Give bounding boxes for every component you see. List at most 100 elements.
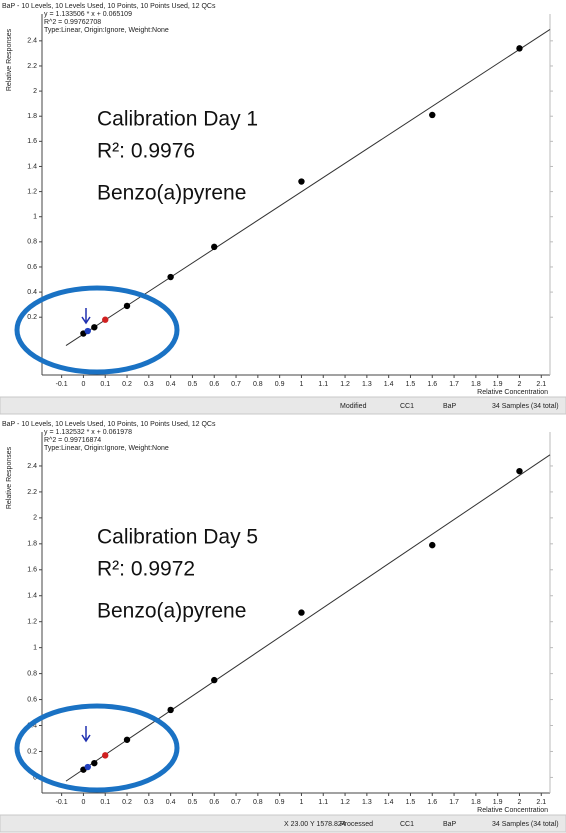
x-tick-label: 0 xyxy=(81,799,85,806)
x-tick-label: 1.3 xyxy=(362,381,372,388)
x-tick-label: 1.2 xyxy=(340,799,350,806)
x-tick-label: 0.2 xyxy=(122,381,132,388)
status-item: Processed xyxy=(340,821,373,828)
y-tick-label: 2.4 xyxy=(27,38,37,45)
data-point xyxy=(123,302,131,310)
y-tick-label: 0.8 xyxy=(27,670,37,677)
y-tick-label: 2.4 xyxy=(27,463,37,470)
annotation: Benzo(a)pyrene xyxy=(97,182,246,205)
y-tick-label: 1.8 xyxy=(27,541,37,548)
x-tick-label: 0.8 xyxy=(253,381,263,388)
fit-line xyxy=(65,29,551,346)
y-tick-label: 0.2 xyxy=(27,748,37,755)
status-item: 34 Samples (34 total) xyxy=(492,821,559,828)
x-tick-label: 1.5 xyxy=(406,381,416,388)
x-tick-label: 0.1 xyxy=(100,799,110,806)
status-item: Modified xyxy=(340,403,367,410)
x-tick-label: 2.1 xyxy=(536,381,546,388)
data-point xyxy=(91,759,98,767)
y-tick-label: 1 xyxy=(33,644,37,651)
data-point xyxy=(102,752,109,759)
x-tick-label: 1.7 xyxy=(449,381,459,388)
x-tick-label: 1.2 xyxy=(340,381,350,388)
y-tick-label: 2 xyxy=(33,88,37,95)
status-bar xyxy=(0,396,566,415)
y-tick-label: 0.6 xyxy=(27,264,37,271)
x-tick-label: 2.1 xyxy=(536,799,546,806)
chart-header: BaP - 10 Levels, 10 Levels Used, 10 Poin… xyxy=(2,421,216,428)
x-tick-label: 0.4 xyxy=(166,381,176,388)
equation-line: R^2 = 0.99762708 xyxy=(44,19,101,26)
data-point xyxy=(516,467,523,475)
x-axis-label: Relative Concentration xyxy=(477,807,548,814)
data-point xyxy=(429,541,436,549)
x-tick-label: 1.6 xyxy=(427,799,437,806)
status-bar xyxy=(0,814,566,833)
y-tick-label: 2.2 xyxy=(27,489,37,496)
x-tick-label: 1.4 xyxy=(384,799,394,806)
y-axis-label: Relative Responses xyxy=(6,28,13,91)
highlight-ellipse xyxy=(14,285,180,375)
y-tick-label: 1.4 xyxy=(27,163,37,170)
x-tick-label: 1.7 xyxy=(449,799,459,806)
x-tick-label: 0.2 xyxy=(122,799,132,806)
data-point xyxy=(167,273,174,281)
x-tick-label: 1.9 xyxy=(493,381,503,388)
x-tick-label: 1.9 xyxy=(493,799,503,806)
y-tick-label: 2 xyxy=(33,515,37,522)
y-tick-label: 0 xyxy=(33,774,37,781)
chart-header: BaP - 10 Levels, 10 Levels Used, 10 Poin… xyxy=(2,3,216,10)
annotation: Benzo(a)pyrene xyxy=(97,600,246,623)
x-tick-label: 0.1 xyxy=(100,381,110,388)
y-tick-label: 1.6 xyxy=(27,138,37,145)
x-tick-label: 0.3 xyxy=(144,799,154,806)
arrow xyxy=(81,726,91,743)
x-tick-label: 0.6 xyxy=(209,799,219,806)
x-tick-label: 2 xyxy=(518,799,522,806)
x-tick-label: 1.1 xyxy=(318,381,328,388)
x-tick-label: 1.6 xyxy=(427,381,437,388)
x-tick-label: 0.8 xyxy=(253,799,263,806)
x-tick-label: 1.4 xyxy=(384,381,394,388)
data-point xyxy=(167,706,174,714)
x-tick-label: 0.7 xyxy=(231,381,241,388)
x-tick-label: 0.4 xyxy=(166,799,176,806)
status-item: X 23.00 Y 1578.824 xyxy=(284,821,346,828)
equation-line: R^2 = 0.99716874 xyxy=(44,437,101,444)
x-tick-label: 1.1 xyxy=(318,799,328,806)
data-point xyxy=(298,178,305,185)
data-point xyxy=(516,45,523,52)
data-point xyxy=(91,324,98,331)
x-tick-label: 0.9 xyxy=(275,381,285,388)
y-tick-label: 0.4 xyxy=(27,289,37,296)
status-item: 34 Samples (34 total) xyxy=(492,403,559,410)
data-point xyxy=(123,736,131,743)
x-tick-label: 0.7 xyxy=(231,799,241,806)
y-tick-label: 2.2 xyxy=(27,63,37,70)
status-item: CC1 xyxy=(400,403,414,410)
y-tick-label: 1.2 xyxy=(27,188,37,195)
equation-line: Type:Linear, Origin:Ignore, Weight:None xyxy=(44,27,169,34)
y-tick-label: 0.2 xyxy=(27,314,37,321)
x-tick-label: 1.5 xyxy=(406,799,416,806)
equation-line: y = 1.133506 * x + 0.065109 xyxy=(44,11,132,18)
y-tick-label: 0.6 xyxy=(27,696,37,703)
y-tick-label: 0.8 xyxy=(27,239,37,246)
x-axis-label: Relative Concentration xyxy=(477,389,548,396)
data-point xyxy=(298,609,305,616)
y-tick-label: 1.6 xyxy=(27,567,37,574)
x-tick-label: 0.6 xyxy=(209,381,219,388)
status-item: CC1 xyxy=(400,821,414,828)
x-tick-label: 1 xyxy=(299,799,303,806)
data-point xyxy=(429,111,436,119)
x-tick-label: 2 xyxy=(518,381,522,388)
x-tick-label: 0.9 xyxy=(275,799,285,806)
x-tick-label: 0 xyxy=(81,381,85,388)
status-item: BaP xyxy=(443,403,457,410)
data-point xyxy=(211,243,218,251)
y-axis-label: Relative Responses xyxy=(6,446,13,509)
y-tick-label: 1.2 xyxy=(27,619,37,626)
data-point xyxy=(84,327,91,335)
x-tick-label: 1 xyxy=(299,381,303,388)
